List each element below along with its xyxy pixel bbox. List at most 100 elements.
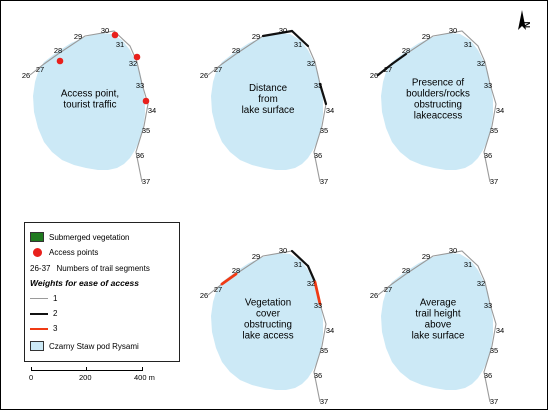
segment-label-32: 32 [477,59,485,68]
legend-row-lake: Czarny Staw pod Rysami [30,341,139,351]
legend-row-access: Access points [30,248,98,257]
map-panel-1: 26 27 28 29 30 31 32 33 34 35 36 37 Access point, tou… [22,26,156,186]
scale-bar-line [31,367,143,371]
trail-line [377,250,497,403]
segment-label-29: 29 [422,32,430,41]
segment-label-32: 32 [129,59,137,68]
segment-label-27: 27 [214,285,222,294]
segment-label-30: 30 [279,26,287,35]
segment-label-29: 29 [422,252,430,261]
segment-label-35: 35 [320,126,328,135]
scale-label-200: 200 [79,373,92,382]
segment-label-37: 37 [490,397,498,406]
segment-label-28: 28 [402,266,410,275]
segment-label-37: 37 [320,177,328,186]
segment-label-28: 28 [232,46,240,55]
segment-label-33: 33 [484,81,492,90]
lake-swatch [30,341,44,351]
weight-1-swatch [30,298,48,299]
segment-label-33: 33 [136,81,144,90]
lake-shape [33,33,145,170]
legend-row-w1: 1 [30,294,57,303]
north-arrow: N [518,10,532,30]
scale-label-400: 400 m [134,373,155,382]
panel-title: Vegetation cover obstructing lake access [242,298,293,342]
panel-title-line: Presence of [412,78,465,89]
access-point-marker [111,31,119,39]
segment-label-31: 31 [116,40,124,49]
panel-title-line: tourist traffic [63,100,116,111]
trail-segment-weight-2 [390,52,408,66]
lake-shape [381,253,493,390]
map-panel-3: 26 27 28 29 30 31 32 33 34 35 36 37 Presence of bould… [370,26,504,186]
segment-label-31: 31 [294,40,302,49]
segment-label-34: 34 [326,106,334,115]
panel-title-line: cover [256,309,281,320]
panel-title-line: boulders/rocks [406,89,470,100]
access-point-swatch [33,248,42,257]
panel-title-line: above [425,320,452,331]
segment-label-34: 34 [148,106,156,115]
north-label: N [522,22,532,29]
segment-label-30: 30 [449,246,457,255]
segment-label-27: 27 [36,65,44,74]
panel-title: Distance from lake surface [242,83,295,116]
scale-mid-tick [86,367,87,371]
segment-label-29: 29 [252,252,260,261]
scale-bar: 0 200 400 m [24,365,184,405]
panel-title-line: Access point, [61,89,119,100]
trail-line [207,30,327,183]
panel-title-line: from [258,94,278,105]
segment-label-37: 37 [142,177,150,186]
legend-row-w2: 2 [30,309,57,318]
segment-label-26: 26 [200,71,208,80]
segment-label-26: 26 [22,71,30,80]
panel-title: Access point, tourist traffic [61,89,119,111]
legend-w2-label: 2 [53,309,58,318]
segment-label-29: 29 [74,32,82,41]
segment-label-36: 36 [484,151,492,160]
map-panel-4: 26 27 28 29 30 31 32 33 34 35 36 37 Vegetation cover o… [200,246,334,406]
trail-segment-weight-2 [376,62,394,77]
legend-row-w3: 3 [30,324,57,333]
segment-label-27: 27 [384,285,392,294]
panel-title-line: lake surface [412,331,465,342]
segment-label-35: 35 [142,126,150,135]
vegetation-swatch [30,232,44,242]
scale-label-0: 0 [29,373,34,382]
weight-3-swatch [30,327,48,330]
panel-title-line: obstructing [244,320,292,331]
segment-label-35: 35 [490,126,498,135]
segment-label-33: 33 [314,81,322,90]
segment-label-33: 33 [314,301,322,310]
trail-line [29,30,149,183]
segment-label-32: 32 [307,59,315,68]
trail-segment-weight-3 [220,272,238,286]
segment-label-27: 27 [214,65,222,74]
legend-weights-title: Weights for ease of access [30,278,139,288]
lake-shape [211,33,323,170]
segment-label-30: 30 [279,246,287,255]
segment-label-26: 26 [200,291,208,300]
panel-title-line: obstructing [414,100,462,111]
trail-segment-weight-2 [261,29,294,38]
segment-label-34: 34 [496,106,504,115]
segment-label-34: 34 [326,326,334,335]
segment-label-37: 37 [490,177,498,186]
segment-label-31: 31 [294,260,302,269]
legend-w1-label: 1 [53,294,58,303]
segment-label-30: 30 [449,26,457,35]
segment-label-27: 27 [384,65,392,74]
segment-label-35: 35 [320,346,328,355]
trail-segment-weight-2 [290,249,310,268]
segment-label-31: 31 [464,260,472,269]
segment-label-36: 36 [136,151,144,160]
panel-title-line: Average [420,298,457,309]
trail-segment-weight-3 [313,280,322,306]
legend-lake-label: Czarny Staw pod Rysami [49,341,139,351]
legend: Submerged vegetation Access points 26-37… [24,222,180,362]
panel-title: Average trail height above lake surface [412,298,465,342]
segment-label-26: 26 [370,291,378,300]
